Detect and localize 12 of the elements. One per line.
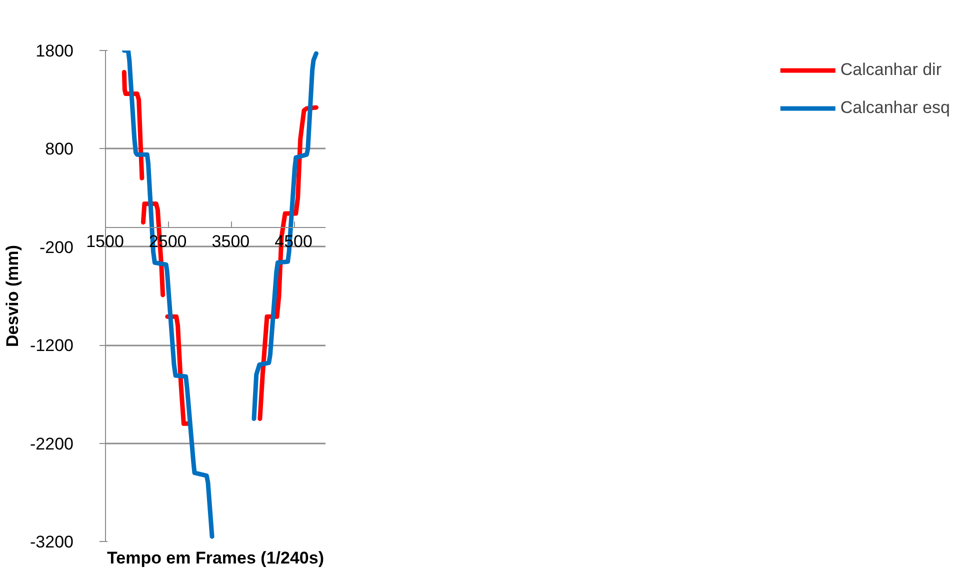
y-tick-label: -1200 xyxy=(30,336,74,356)
y-axis-title: Desvio (mm) xyxy=(3,244,22,348)
y-tick-label: 800 xyxy=(45,140,74,159)
y-tick-label: 1800 xyxy=(36,42,74,60)
y-tick-label: -2200 xyxy=(30,434,74,454)
x-axis-title: Tempo em Frames (1/240s) xyxy=(107,548,324,568)
y-tick-label: -200 xyxy=(39,238,74,257)
x-tick-label: 3500 xyxy=(212,232,250,252)
y-tick-label: -3200 xyxy=(30,532,74,552)
x-tick-label: 1500 xyxy=(86,232,124,252)
legend-label: Calcanhar dir xyxy=(840,60,942,80)
legend-label: Calcanhar esq xyxy=(840,98,950,118)
